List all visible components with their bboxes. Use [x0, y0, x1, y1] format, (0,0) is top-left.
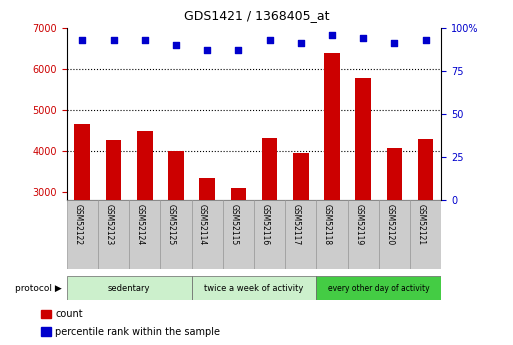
Point: [234, 47, 243, 53]
Bar: [317, 200, 348, 269]
Text: sedentary: sedentary: [108, 284, 150, 293]
Bar: [137, 131, 152, 200]
Point: [203, 47, 211, 53]
Bar: [191, 276, 317, 300]
Bar: [262, 138, 278, 200]
Text: GSM52120: GSM52120: [385, 204, 394, 245]
Point: [328, 32, 336, 37]
Point: [390, 40, 399, 46]
Bar: [254, 200, 285, 269]
Text: GSM52119: GSM52119: [354, 204, 363, 245]
Point: [422, 37, 430, 42]
Bar: [293, 153, 308, 200]
Point: [78, 37, 86, 42]
Text: GSM52124: GSM52124: [136, 204, 145, 245]
Bar: [74, 124, 90, 200]
Text: every other day of activity: every other day of activity: [328, 284, 429, 293]
Point: [172, 42, 180, 48]
Text: protocol ▶: protocol ▶: [15, 284, 62, 293]
Text: GSM52115: GSM52115: [229, 204, 239, 245]
Bar: [200, 178, 215, 200]
Bar: [317, 276, 441, 300]
Bar: [285, 200, 317, 269]
Bar: [324, 53, 340, 200]
Bar: [67, 200, 98, 269]
Text: GSM52122: GSM52122: [73, 204, 82, 245]
Point: [265, 37, 273, 42]
Text: GDS1421 / 1368405_at: GDS1421 / 1368405_at: [184, 9, 329, 22]
Bar: [223, 200, 254, 269]
Bar: [379, 200, 410, 269]
Bar: [106, 140, 121, 200]
Text: GSM52114: GSM52114: [198, 204, 207, 245]
Text: twice a week of activity: twice a week of activity: [204, 284, 304, 293]
Bar: [410, 200, 441, 269]
Bar: [98, 200, 129, 269]
Bar: [387, 148, 402, 200]
Bar: [41, 327, 51, 336]
Bar: [160, 200, 191, 269]
Text: GSM52116: GSM52116: [261, 204, 269, 245]
Bar: [230, 188, 246, 200]
Point: [297, 40, 305, 46]
Bar: [41, 310, 51, 318]
Bar: [348, 200, 379, 269]
Text: GSM52118: GSM52118: [323, 204, 332, 245]
Bar: [418, 139, 433, 200]
Text: GSM52117: GSM52117: [292, 204, 301, 245]
Text: GSM52123: GSM52123: [105, 204, 113, 245]
Point: [141, 37, 149, 42]
Bar: [356, 78, 371, 200]
Text: count: count: [55, 309, 83, 319]
Bar: [168, 151, 184, 200]
Text: GSM52121: GSM52121: [417, 204, 426, 245]
Bar: [67, 276, 191, 300]
Text: GSM52125: GSM52125: [167, 204, 176, 245]
Text: percentile rank within the sample: percentile rank within the sample: [55, 327, 220, 336]
Point: [109, 37, 117, 42]
Bar: [191, 200, 223, 269]
Point: [359, 35, 367, 41]
Bar: [129, 200, 161, 269]
